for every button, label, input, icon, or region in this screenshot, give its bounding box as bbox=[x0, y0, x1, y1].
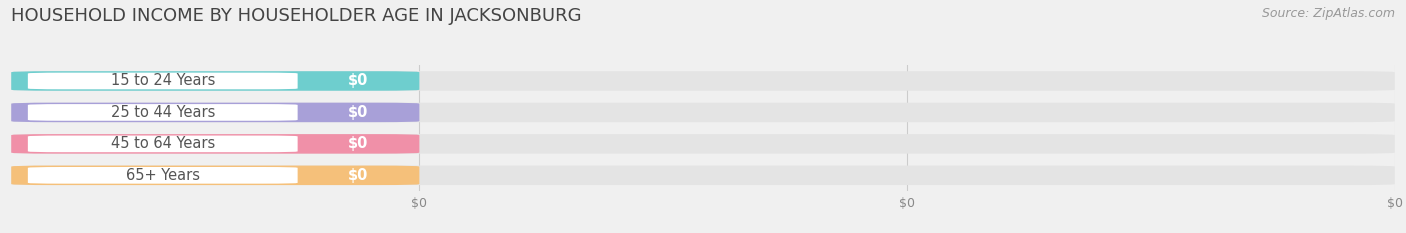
Text: 45 to 64 Years: 45 to 64 Years bbox=[111, 136, 215, 151]
FancyBboxPatch shape bbox=[11, 71, 419, 91]
Text: Source: ZipAtlas.com: Source: ZipAtlas.com bbox=[1261, 7, 1395, 20]
FancyBboxPatch shape bbox=[11, 166, 1395, 185]
FancyBboxPatch shape bbox=[11, 134, 419, 154]
FancyBboxPatch shape bbox=[11, 134, 1395, 154]
Text: $0: $0 bbox=[349, 136, 368, 151]
Text: 65+ Years: 65+ Years bbox=[125, 168, 200, 183]
FancyBboxPatch shape bbox=[11, 103, 1395, 122]
FancyBboxPatch shape bbox=[28, 104, 298, 121]
FancyBboxPatch shape bbox=[11, 103, 419, 122]
Text: $0: $0 bbox=[349, 105, 368, 120]
FancyBboxPatch shape bbox=[28, 73, 298, 89]
FancyBboxPatch shape bbox=[28, 136, 298, 152]
FancyBboxPatch shape bbox=[11, 71, 1395, 91]
Text: 15 to 24 Years: 15 to 24 Years bbox=[111, 73, 215, 89]
Text: HOUSEHOLD INCOME BY HOUSEHOLDER AGE IN JACKSONBURG: HOUSEHOLD INCOME BY HOUSEHOLDER AGE IN J… bbox=[11, 7, 582, 25]
FancyBboxPatch shape bbox=[28, 167, 298, 184]
Text: $0: $0 bbox=[349, 168, 368, 183]
Text: 25 to 44 Years: 25 to 44 Years bbox=[111, 105, 215, 120]
FancyBboxPatch shape bbox=[11, 166, 419, 185]
Text: $0: $0 bbox=[349, 73, 368, 89]
